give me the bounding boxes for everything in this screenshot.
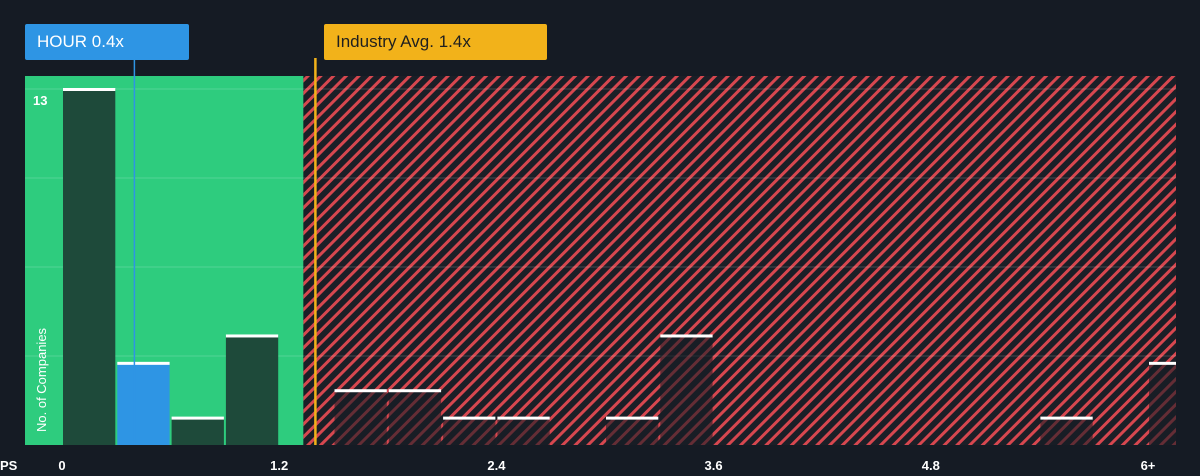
bar-body <box>660 335 713 445</box>
x-tick-label: 2.4 <box>487 458 506 473</box>
bar-body <box>117 362 170 445</box>
histogram-bar <box>1040 416 1093 445</box>
bar-cap <box>497 416 550 420</box>
bar-cap <box>606 416 659 420</box>
histogram-bar <box>606 416 659 445</box>
above-average-zone <box>303 76 1176 445</box>
y-tick-label: 13 <box>33 93 47 108</box>
x-axis-label: PS <box>0 458 18 473</box>
bar-body <box>388 390 442 445</box>
bar-body <box>63 89 116 445</box>
bar-cap <box>388 389 442 393</box>
company-ps-callout: HOUR 0.4x <box>25 24 189 60</box>
bar-cap <box>225 334 279 338</box>
bar-cap <box>1040 416 1093 420</box>
bar-cap <box>171 416 224 420</box>
bar-body <box>171 417 224 445</box>
bar-body <box>225 335 279 445</box>
histogram-bar <box>334 389 387 445</box>
x-tick-label: 3.6 <box>705 458 723 473</box>
bar-cap <box>334 389 387 393</box>
histogram-bar <box>63 88 116 445</box>
histogram-bar <box>660 334 713 445</box>
bar-body <box>606 417 659 445</box>
histogram-bar <box>171 416 224 445</box>
histogram-bar <box>443 416 496 445</box>
histogram-bar <box>388 389 442 445</box>
histogram-bar <box>1149 361 1176 445</box>
x-tick-label: 6+ <box>1141 458 1156 473</box>
industry-average-callout: Industry Avg. 1.4x <box>324 24 547 60</box>
bar-cap <box>443 416 496 420</box>
bar-body <box>334 390 387 445</box>
bar-body <box>443 417 496 445</box>
bar-body <box>1040 417 1093 445</box>
histogram-bar <box>117 361 170 445</box>
histogram-bar <box>225 334 279 445</box>
histogram-bar <box>497 416 550 445</box>
x-tick-label: 0 <box>58 458 65 473</box>
bar-cap <box>660 334 713 338</box>
x-tick-label: 1.2 <box>270 458 288 473</box>
bar-cap <box>1149 361 1176 365</box>
x-tick-label: 4.8 <box>922 458 940 473</box>
bar-body <box>1149 362 1176 445</box>
y-axis-label: No. of Companies <box>34 327 49 432</box>
bar-cap <box>63 88 116 91</box>
bar-cap <box>117 361 170 365</box>
bar-body <box>497 417 550 445</box>
